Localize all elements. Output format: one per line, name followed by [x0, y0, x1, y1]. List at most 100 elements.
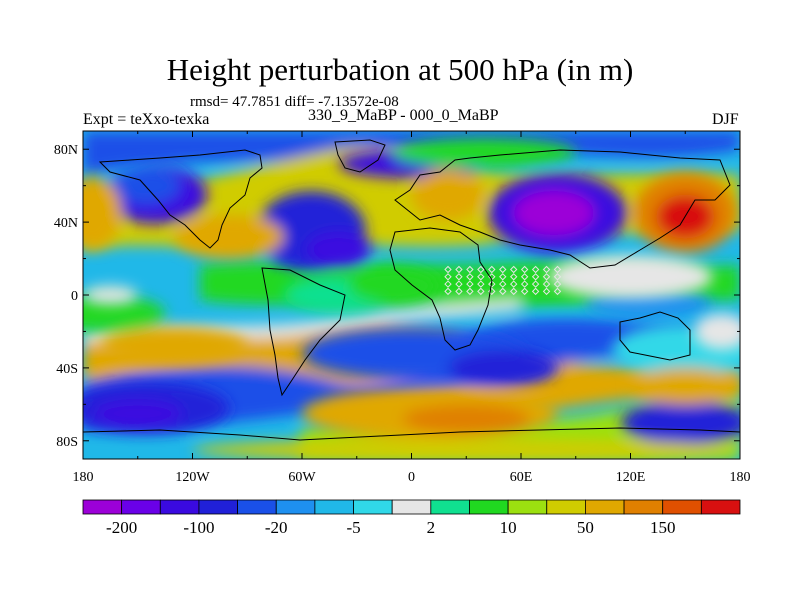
contour-field: [83, 131, 740, 459]
colorbar-swatch: [507, 499, 548, 515]
x-tick-label: 60W: [288, 470, 316, 485]
anomaly-centre-24: [402, 404, 531, 434]
hatch-mark: [553, 287, 562, 296]
hatch-mark: [542, 280, 551, 288]
colorbar-swatch: [662, 499, 702, 515]
colorbar-label: 150: [650, 518, 676, 537]
hatch-mark: [466, 273, 474, 281]
hatch-mark: [455, 287, 463, 296]
hatch-mark: [499, 265, 507, 274]
hatch-mark: [520, 280, 529, 288]
anomaly-centre-16: [347, 267, 439, 305]
y-tick-label: 0: [71, 289, 78, 304]
anomaly-centre-10: [174, 214, 284, 259]
hatch-mark: [520, 287, 529, 296]
colorbar-swatch: [121, 499, 161, 515]
hatch-mark: [477, 273, 485, 281]
hatch-mark: [509, 265, 518, 274]
anomaly-centre-20: [92, 398, 184, 429]
experiment-label: Expt = teXxo-texka: [83, 111, 210, 128]
y-tick-label: 40N: [54, 216, 78, 231]
anomaly-centre-26: [630, 367, 740, 405]
hatch-mark: [542, 273, 551, 281]
colorbar-label: 50: [577, 518, 594, 537]
y-tick-label: 80S: [56, 435, 78, 450]
noise-hatching: [444, 265, 562, 296]
anomaly-centre-27: [192, 438, 740, 459]
neutral-patch-1: [694, 313, 740, 350]
coastline-australia: [619, 311, 691, 361]
neutral-patch-0: [548, 254, 713, 299]
colorbar-swatch: [237, 499, 277, 515]
anomaly-centre-12: [393, 138, 576, 168]
map-axes: 80N 40N 0 40S 80S 180 120W 60W 0 60E 120E 180: [54, 131, 751, 485]
hatch-mark: [499, 273, 507, 281]
hatch-mark: [520, 265, 529, 274]
hatch-mark: [477, 265, 485, 274]
colorbar-swatch: [546, 499, 586, 515]
hatch-mark: [477, 287, 485, 296]
anomaly-centre-5: [513, 191, 594, 235]
anomaly-centre-11: [411, 169, 485, 221]
coastline-africa: [389, 227, 493, 351]
colorbar-swatch: [585, 499, 625, 515]
y-tick-label: 40S: [56, 362, 78, 377]
anomaly-centre-3: [305, 231, 372, 268]
hatch-mark: [455, 273, 463, 281]
anomaly-centre-25: [621, 400, 740, 445]
season-label: DJF: [712, 111, 739, 128]
hatch-mark: [444, 280, 452, 288]
hatch-mark: [455, 280, 463, 288]
hatch-mark: [444, 265, 452, 274]
hatch-mark: [553, 265, 562, 274]
hatch-mark: [531, 265, 540, 274]
hatch-mark: [531, 287, 540, 296]
x-tick-label: 0: [408, 470, 415, 485]
stats-label: rmsd= 47.7851 diff= -7.13572e-08: [190, 94, 399, 110]
band-nh-low: [83, 131, 740, 175]
colorbar-label: 2: [427, 518, 436, 537]
hatch-mark: [520, 273, 529, 281]
x-tick-label: 60E: [510, 470, 533, 485]
colorbar-swatch: [353, 499, 393, 515]
hatch-mark: [455, 265, 463, 274]
hatch-mark: [542, 265, 551, 274]
colorbar-swatch: [159, 499, 200, 515]
colorbar-swatch: [275, 499, 316, 515]
colorbar-label: -20: [265, 518, 288, 537]
hatch-mark: [466, 265, 474, 274]
coastline-europe-asia: [394, 149, 731, 269]
colorbar: -200 -100 -20 -5 2 10 50 150: [82, 499, 741, 537]
hatch-mark: [477, 280, 485, 288]
hatch-mark: [531, 280, 540, 288]
hatch-mark: [553, 273, 562, 281]
difference-label: 330_9_MaBP - 000_0_MaBP: [308, 107, 499, 124]
anomaly-centre-14: [101, 327, 248, 365]
hatch-mark: [466, 280, 474, 288]
anomaly-centre-1: [114, 167, 180, 204]
colorbar-label: -200: [106, 518, 137, 537]
colorbar-swatch: [430, 499, 470, 515]
hatch-mark: [466, 287, 474, 296]
hatch-mark: [509, 287, 518, 296]
colorbar-swatch: [469, 499, 509, 515]
hatch-mark: [499, 287, 507, 296]
coastlines: [83, 139, 740, 441]
colorbar-swatch: [700, 499, 741, 515]
colorbar-label: -100: [183, 518, 214, 537]
neutral-patch-2: [83, 285, 138, 305]
x-tick-label: 120W: [175, 470, 210, 485]
x-tick-label: 180: [73, 470, 94, 485]
y-tick-label: 80N: [54, 143, 78, 158]
colorbar-label: 10: [500, 518, 517, 537]
colorbar-swatch: [391, 499, 432, 515]
colorbar-swatch: [623, 499, 664, 515]
anomaly-centre-13: [83, 295, 166, 332]
hatch-mark: [488, 265, 496, 274]
hatch-mark: [444, 287, 452, 296]
colorbar-swatch: [314, 499, 354, 515]
hatch-mark: [509, 273, 518, 281]
hatch-mark: [542, 287, 551, 296]
anomaly-centre-22: [448, 349, 558, 387]
